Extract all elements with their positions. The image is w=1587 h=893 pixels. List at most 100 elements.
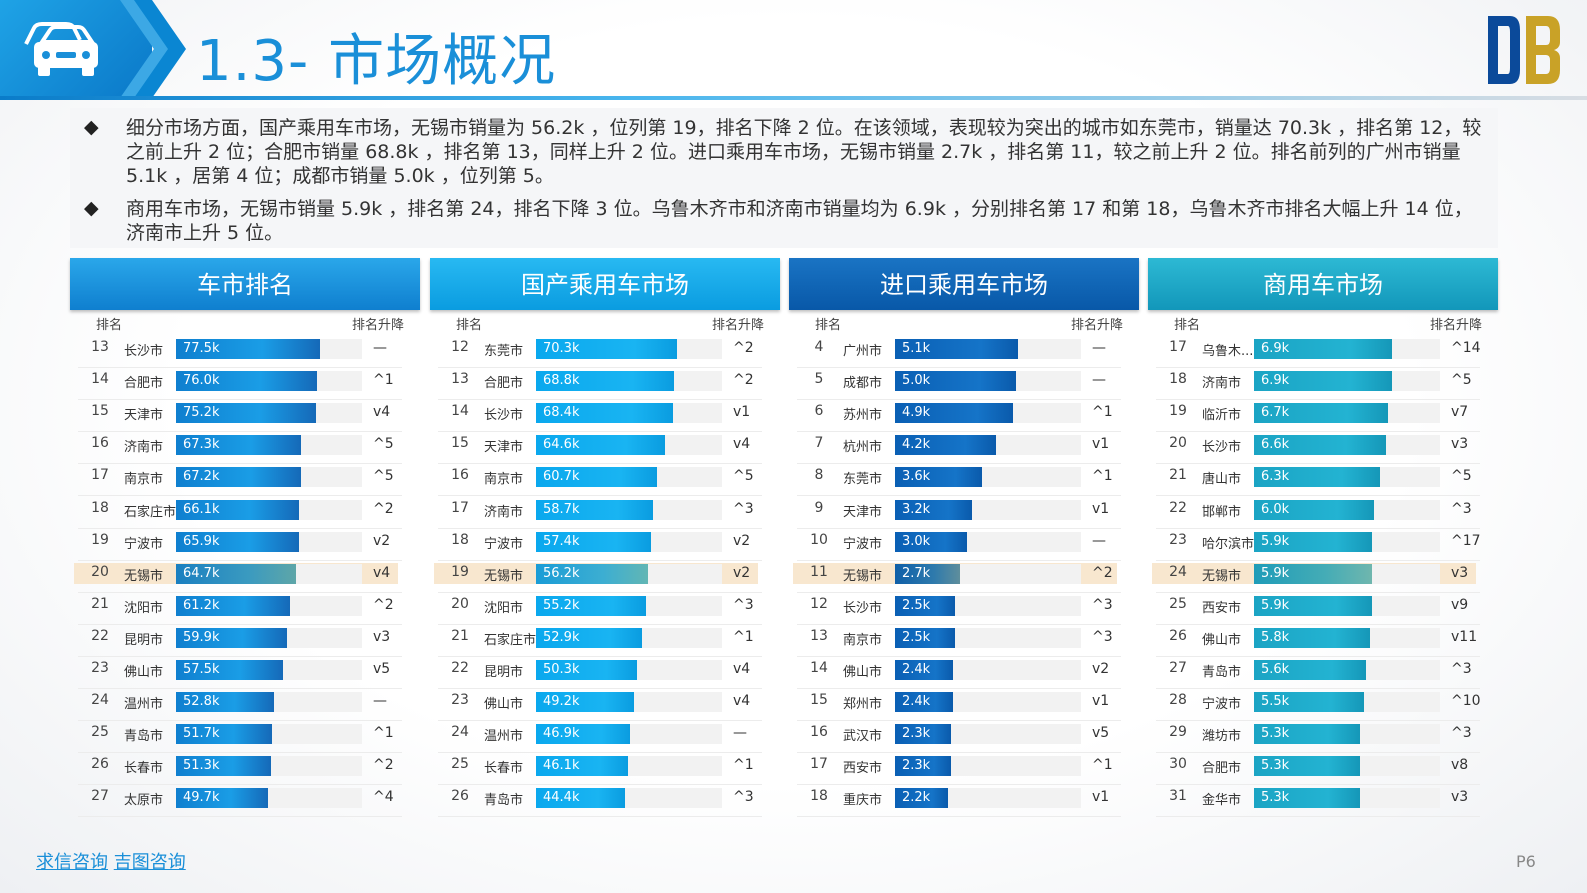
panel-imported-passenger: 进口乘用车市场 排名 排名升降 4 广州市 5.1k — 5 成都市 5.0k — 6 苏州市 4.9k ^… xyxy=(789,258,1139,818)
bar-value-label: 65.9k xyxy=(183,533,220,549)
table-row: 9 天津市 3.2k v1 xyxy=(789,497,1139,529)
bar-value-label: 56.2k xyxy=(543,565,580,581)
rank-number: 4 xyxy=(814,339,824,355)
rank-change: ^3 xyxy=(1092,628,1113,645)
rank-change: ^5 xyxy=(1451,372,1472,389)
bar xyxy=(176,371,317,392)
rank-number: 6 xyxy=(814,403,824,420)
rank-number: 27 xyxy=(1169,660,1187,676)
bar-value-label: 64.7k xyxy=(183,565,220,581)
rank-change: ^5 xyxy=(373,468,394,485)
table-row: 15 郑州市 2.4k v1 xyxy=(789,689,1139,722)
rank-number: 10 xyxy=(810,531,828,548)
bar xyxy=(895,435,996,456)
city-name: 青岛市 xyxy=(1202,665,1242,680)
table-row: 14 合肥市 76.0k ^1 xyxy=(70,368,420,401)
rank-number: 13 xyxy=(451,371,469,388)
rank-change: ^14 xyxy=(1451,340,1481,356)
bar xyxy=(895,660,953,680)
table-row: 14 长沙市 68.4k v1 xyxy=(430,400,780,433)
bar-value-label: 61.2k xyxy=(183,597,220,613)
bar-value-label: 68.8k xyxy=(543,373,580,389)
footer-brand-link-2[interactable]: 吉图咨询 xyxy=(113,852,186,873)
row-divider xyxy=(1156,559,1480,561)
city-name: 佛山市 xyxy=(843,665,883,680)
bar xyxy=(1254,403,1388,424)
bar-value-label: 6.7k xyxy=(1261,405,1290,421)
rank-change: — xyxy=(1092,340,1106,356)
chevron-icon xyxy=(120,0,186,98)
column-header-change: 排名升降 xyxy=(712,318,765,333)
row-divider xyxy=(78,623,402,625)
row-divider xyxy=(797,591,1121,593)
bar-value-label: 5.6k xyxy=(1261,662,1290,677)
city-name: 沈阳市 xyxy=(484,600,524,616)
row-divider xyxy=(797,623,1121,625)
footer-brand-link-1[interactable]: 求信咨询 xyxy=(36,852,108,873)
rank-number: 18 xyxy=(810,788,828,805)
bar xyxy=(536,692,634,713)
row-divider xyxy=(78,655,402,657)
rank-number: 19 xyxy=(91,531,109,548)
city-name: 杭州市 xyxy=(843,440,883,456)
rank-change: v3 xyxy=(1451,789,1469,806)
bar-value-label: 5.3k xyxy=(1261,726,1290,742)
row-divider xyxy=(438,367,762,368)
row-divider xyxy=(78,495,402,497)
city-name: 宁波市 xyxy=(124,536,164,552)
bar xyxy=(895,531,967,552)
city-name: 济南市 xyxy=(1202,376,1242,392)
city-name: 郑州市 xyxy=(843,697,883,713)
rank-change: v1 xyxy=(1092,436,1110,453)
rank-number: 23 xyxy=(91,660,109,676)
row-divider xyxy=(78,367,402,368)
rank-change: v2 xyxy=(733,532,751,549)
rank-change: v4 xyxy=(733,661,751,677)
city-name: 合肥市 xyxy=(484,376,524,392)
row-divider xyxy=(78,527,402,529)
table-row: 25 长春市 46.1k ^1 xyxy=(430,753,780,786)
rank-change: ^3 xyxy=(733,789,754,806)
bar xyxy=(1254,467,1380,488)
bar-value-label: 5.3k xyxy=(1261,790,1290,806)
bar-value-label: 5.9k xyxy=(1261,533,1290,549)
rank-change: v1 xyxy=(733,404,751,421)
table-row: 17 济南市 58.7k ^3 xyxy=(430,497,780,529)
rank-number: 20 xyxy=(91,563,109,580)
table-row: 21 唐山市 6.3k ^5 xyxy=(1148,464,1498,497)
rank-change: v4 xyxy=(373,564,391,581)
rank-change: ^5 xyxy=(733,468,754,485)
table-row: 24 无锡市 5.9k v3 xyxy=(1148,561,1498,593)
bar-value-label: 51.7k xyxy=(183,726,220,742)
rank-number: 18 xyxy=(91,499,109,516)
city-name: 无锡市 xyxy=(843,568,883,584)
row-divider xyxy=(438,431,762,433)
table-row: 20 长沙市 6.6k v3 xyxy=(1148,432,1498,465)
table-row: 19 无锡市 56.2k v2 xyxy=(430,561,780,593)
city-name: 青岛市 xyxy=(124,729,164,745)
table-row: 22 邯郸市 6.0k ^3 xyxy=(1148,497,1498,529)
table-row: 31 金华市 5.3k v3 xyxy=(1148,785,1498,818)
table-row: 19 临沂市 6.7k v7 xyxy=(1148,400,1498,433)
bar-value-label: 3.6k xyxy=(902,469,931,485)
row-divider xyxy=(438,688,762,689)
rank-number: 26 xyxy=(451,788,469,805)
header: 1.3- 市场概况 xyxy=(0,0,1587,100)
table-row: 20 沈阳市 55.2k ^3 xyxy=(430,593,780,625)
rank-number: 20 xyxy=(451,595,469,612)
bar-value-label: 3.2k xyxy=(902,501,931,517)
bar-value-label: 5.9k xyxy=(1261,565,1290,581)
row-divider xyxy=(78,463,402,465)
rank-change: v1 xyxy=(1092,693,1110,710)
table-row: 18 石家庄市 66.1k ^2 xyxy=(70,497,420,529)
bar-value-label: 4.9k xyxy=(902,405,931,421)
rank-change: ^1 xyxy=(1092,468,1113,485)
rank-change: — xyxy=(733,725,747,742)
row-divider xyxy=(78,688,402,689)
bar-value-label: 5.0k xyxy=(902,373,931,389)
table-row: 30 合肥市 5.3k v8 xyxy=(1148,753,1498,786)
bar xyxy=(895,756,951,777)
bar-value-label: 49.2k xyxy=(543,694,580,710)
row-divider xyxy=(78,399,402,401)
row-divider xyxy=(78,752,402,754)
